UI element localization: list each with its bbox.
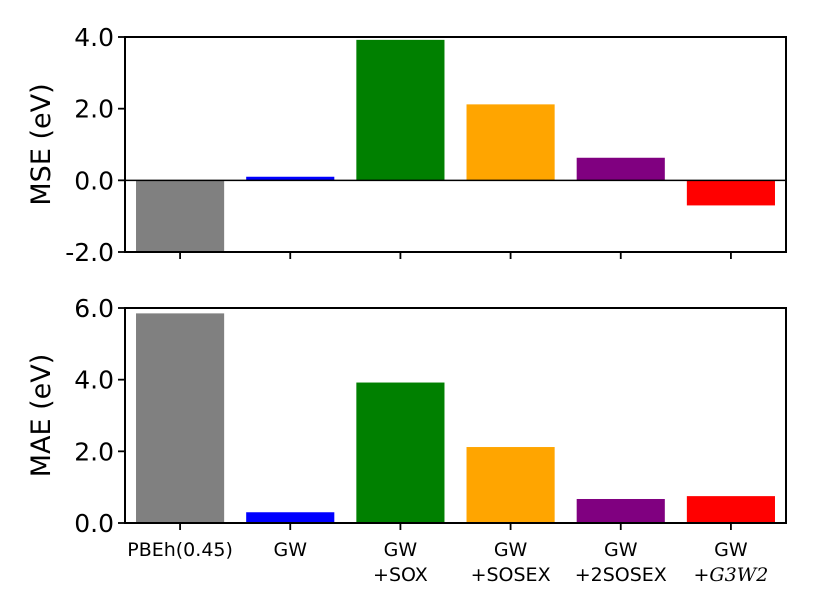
mse-ylabel: MSE (eV) <box>26 83 57 205</box>
mse-bar-3 <box>356 39 445 181</box>
mae-bar-1 <box>136 313 225 523</box>
xtick-label-line1: PBEh(0.45) <box>127 539 233 561</box>
mse-bar-2 <box>246 176 335 181</box>
mae-ytick-label: 4.0 <box>74 366 114 395</box>
xtick-label-line2: +SOSEX <box>471 564 551 586</box>
mae-bar-6 <box>686 496 775 523</box>
mse-axes-frame <box>124 36 787 253</box>
xtick-label-line2: +G3W2 <box>694 564 769 586</box>
xtick-label-line1: GW <box>273 539 307 561</box>
mae-panel: 0.0 2.0 4.0 6.0 MAE (eV) <box>26 294 787 538</box>
mse-ytick-label: 4.0 <box>74 23 114 52</box>
mse-panel: -2.0 0.0 2.0 4.0 MSE (eV) <box>26 23 787 267</box>
mse-bar-5 <box>576 157 665 181</box>
mse-ytick-label: -2.0 <box>65 238 114 267</box>
category-labels: PBEh(0.45) GW GW +SOX GW +SOSEX GW +2SOSEX GW +G3… <box>127 539 768 586</box>
xtick-label-line1: GW <box>714 539 748 561</box>
mae-axes-frame <box>124 307 787 524</box>
mae-bar-3 <box>356 382 445 523</box>
xtick-label-line1: GW <box>604 539 638 561</box>
xtick-label-line2: +2SOSEX <box>575 564 667 586</box>
xtick-label-line1: GW <box>384 539 418 561</box>
mse-bar-6 <box>686 180 775 206</box>
xtick-label-line1: GW <box>494 539 528 561</box>
mae-bar-2 <box>246 512 335 523</box>
mae-ytick-label: 0.0 <box>74 509 114 538</box>
mse-ytick-label: 0.0 <box>74 166 114 195</box>
mae-ytick-label: 6.0 <box>74 294 114 323</box>
mae-ylabel: MAE (eV) <box>26 354 57 478</box>
mae-bar-4 <box>466 447 555 523</box>
mse-bar-4 <box>466 104 555 181</box>
mse-bar-1 <box>136 180 225 252</box>
mae-bar-5 <box>576 498 665 523</box>
mse-ytick-label: 2.0 <box>74 95 114 124</box>
mae-ytick-label: 2.0 <box>74 437 114 466</box>
xtick-label-line2: +SOX <box>373 564 428 586</box>
